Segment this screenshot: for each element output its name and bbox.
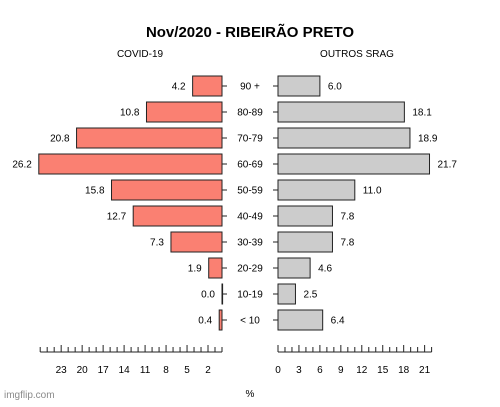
right-tick-label: 3 [296, 365, 302, 376]
covid-bars: 4.2 10.8 20.8 26.2 15.8 12.7 7.3 1.9 0.0 0.4 [12, 75, 224, 331]
srag-value-label: 7.8 [340, 238, 354, 249]
age-group-label: < 10 [240, 316, 260, 327]
right-tick-label: 21 [419, 365, 431, 376]
age-group-label: 60-69 [237, 160, 263, 171]
age-group-label: 50-59 [237, 186, 263, 197]
left-tick-label: 5 [184, 365, 190, 376]
covid-bar [111, 179, 223, 201]
srag-value-label: 21.7 [438, 160, 458, 171]
covid-value-label: 15.8 [85, 186, 105, 197]
left-tick-label: 8 [163, 365, 169, 376]
srag-value-label: 2.5 [303, 290, 317, 301]
chart-title: Nov/2020 - RIBEIRÃO PRETO [146, 23, 354, 41]
covid-bar [192, 75, 223, 97]
covid-bar [170, 231, 223, 253]
covid-value-label: 1.9 [188, 264, 202, 275]
right-x-axis: 0 3 6 9 12 15 18 21 [275, 345, 433, 376]
covid-bar [218, 309, 223, 331]
covid-value-label: 4.2 [172, 82, 186, 93]
left-tick-label: 20 [77, 365, 89, 376]
age-group-label: 10-19 [237, 290, 263, 301]
covid-value-label: 0.0 [201, 290, 215, 301]
srag-bar [277, 179, 356, 201]
left-tick-label: 14 [119, 365, 131, 376]
covid-bar [132, 205, 223, 227]
covid-value-label: 12.7 [107, 212, 127, 223]
srag-bar [277, 101, 405, 123]
left-tick-label: 17 [98, 365, 110, 376]
left-series-label: COVID-19 [117, 49, 164, 60]
srag-bar [277, 205, 333, 227]
right-series-label: OUTROS SRAG [320, 49, 394, 60]
srag-bar [277, 231, 333, 253]
age-group-label: 20-29 [237, 264, 263, 275]
srag-bar [277, 153, 431, 175]
watermark: imgflip.com [4, 390, 55, 401]
srag-value-label: 4.6 [318, 264, 332, 275]
covid-bar [145, 101, 223, 123]
left-x-axis: 23 20 17 14 11 8 5 2 [39, 345, 223, 376]
srag-bar [277, 127, 411, 149]
right-tick-label: 9 [338, 365, 344, 376]
srag-value-label: 6.0 [328, 82, 342, 93]
covid-value-label: 10.8 [120, 108, 140, 119]
x-axis-label: % [246, 389, 255, 400]
srag-value-label: 6.4 [331, 316, 345, 327]
covid-value-label: 7.3 [150, 238, 164, 249]
srag-bar [277, 257, 311, 279]
covid-value-label: 20.8 [50, 134, 70, 145]
srag-value-label: 7.8 [340, 212, 354, 223]
left-tick-label: 2 [205, 365, 211, 376]
age-group-label: 30-39 [237, 238, 263, 249]
right-tick-label: 0 [275, 365, 281, 376]
srag-bar [277, 75, 321, 97]
right-tick-label: 18 [398, 365, 410, 376]
left-tick-label: 23 [56, 365, 68, 376]
right-tick-label: 15 [377, 365, 389, 376]
right-tick-label: 6 [317, 365, 323, 376]
age-group-label: 80-89 [237, 108, 263, 119]
age-group-label: 70-79 [237, 134, 263, 145]
srag-value-label: 18.9 [418, 134, 438, 145]
covid-bar [208, 257, 223, 279]
right-tick-label: 12 [356, 365, 368, 376]
srag-bar [277, 283, 296, 305]
srag-bars: 6.0 18.1 18.9 21.7 11.0 7.8 7.8 4.6 2.5 6.4 [277, 75, 458, 331]
age-group-label: 90 + [240, 82, 260, 93]
srag-bar [277, 309, 324, 331]
age-group-labels: 90 + 80-89 70-79 60-69 50-59 40-49 30-39 20-29 1… [222, 82, 278, 327]
srag-value-label: 18.1 [412, 108, 432, 119]
covid-value-label: 0.4 [198, 316, 212, 327]
covid-bar [38, 153, 223, 175]
srag-value-label: 11.0 [363, 186, 382, 197]
left-tick-label: 11 [140, 365, 151, 376]
age-group-label: 40-49 [237, 212, 263, 223]
covid-bar [76, 127, 223, 149]
covid-value-label: 26.2 [12, 160, 32, 171]
